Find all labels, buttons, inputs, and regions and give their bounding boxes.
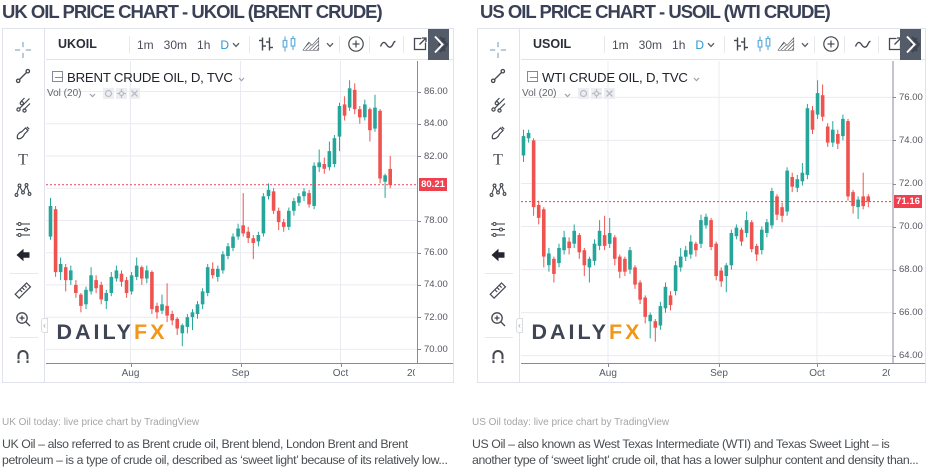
svg-text:T: T [493,152,503,169]
svg-text:T: T [18,152,28,169]
